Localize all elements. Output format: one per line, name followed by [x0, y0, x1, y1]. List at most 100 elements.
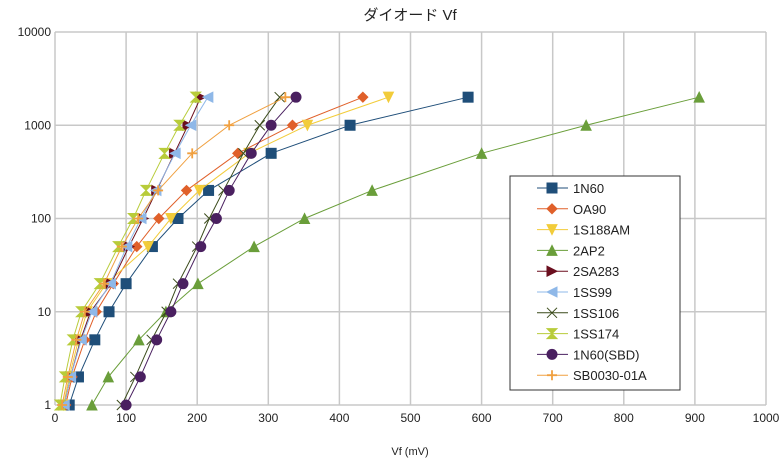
x-tick-label: 500	[400, 411, 420, 425]
legend-marker	[546, 265, 559, 278]
data-point	[475, 147, 488, 159]
data-point	[131, 240, 143, 253]
legend-marker	[547, 370, 557, 381]
x-tick-label: 300	[258, 411, 278, 425]
y-tick-label: 10000	[18, 25, 52, 39]
data-point	[210, 213, 222, 224]
legend-item: OA90	[537, 202, 606, 217]
data-point	[580, 119, 592, 131]
series-1n60	[63, 91, 474, 411]
x-axis-label: Vf (mV)	[391, 446, 428, 458]
data-point	[153, 212, 165, 225]
legend: 1N60 OA90 1S188AM 2AP2 2SA283 1SS99 1SS106 1SS1…	[509, 175, 681, 391]
data-point	[357, 91, 369, 103]
y-tick-label: 100	[31, 212, 51, 226]
x-tick-label: 400	[329, 411, 349, 425]
series-2sa283	[58, 91, 207, 411]
legend-marker	[546, 224, 558, 236]
data-point	[693, 91, 705, 103]
legend-marker	[546, 244, 558, 256]
legend-item: 1N60(SBD)	[537, 347, 639, 362]
data-point	[86, 398, 98, 411]
legend-marker	[545, 286, 558, 298]
data-point	[151, 334, 163, 346]
data-point	[301, 119, 314, 132]
data-point	[133, 333, 145, 346]
data-point	[165, 306, 177, 318]
data-point	[99, 278, 110, 289]
data-point	[382, 91, 395, 104]
data-point	[366, 184, 378, 196]
x-tick-label: 600	[472, 411, 492, 425]
data-point	[120, 399, 132, 411]
data-point	[184, 119, 197, 132]
x-tick-label: 700	[543, 411, 563, 425]
data-point	[192, 277, 204, 290]
x-tick-label: 900	[685, 411, 705, 425]
legend-item: 1SS99	[537, 285, 612, 300]
series-group	[53, 91, 705, 412]
series-1s188am	[57, 91, 395, 412]
data-point	[85, 305, 98, 318]
data-point	[79, 306, 90, 317]
y-tick-label: 1000	[24, 118, 51, 132]
legend-label: 2AP2	[573, 243, 605, 258]
data-point	[57, 400, 68, 410]
data-point	[102, 370, 115, 383]
data-point	[286, 119, 299, 131]
legend-item: 2AP2	[537, 243, 605, 258]
data-point	[104, 277, 116, 290]
data-point	[193, 184, 206, 197]
data-point	[254, 119, 266, 131]
series-line	[65, 96, 364, 406]
legend-item: 2SA283	[537, 264, 619, 279]
legend-label: 1SS106	[573, 306, 619, 321]
data-point	[344, 119, 356, 131]
data-point	[173, 119, 186, 131]
legend-label: 1N60	[573, 181, 604, 196]
data-point	[120, 278, 132, 290]
data-point	[169, 147, 181, 160]
legend-marker	[546, 307, 558, 319]
data-point	[71, 334, 82, 345]
legend-item: 1SS106	[537, 306, 619, 321]
data-point	[462, 91, 474, 103]
legend-label: OA90	[573, 202, 606, 217]
data-point	[265, 147, 277, 159]
data-point	[153, 185, 164, 196]
data-point	[201, 91, 214, 103]
chart-title: ダイオード Vf	[363, 7, 457, 24]
data-point	[203, 184, 215, 196]
x-tick-label: 100	[116, 411, 136, 425]
legend-label: 2SA283	[573, 264, 619, 279]
legend-label: 1SS99	[573, 285, 612, 300]
data-point	[177, 278, 189, 290]
data-point	[265, 119, 277, 131]
data-point	[58, 371, 72, 383]
legend-marker	[546, 203, 558, 215]
data-point	[245, 147, 257, 159]
data-point	[158, 147, 171, 159]
data-point	[142, 241, 154, 253]
y-tick-label: 1	[44, 398, 51, 412]
data-point	[62, 371, 73, 382]
legend-marker	[546, 182, 558, 194]
legend-label: SB0030-01A	[573, 368, 647, 383]
x-tick-label: 800	[614, 411, 634, 425]
data-point	[280, 92, 291, 103]
data-point	[195, 241, 207, 253]
data-point	[133, 213, 144, 224]
x-tick-label: 1000	[753, 411, 780, 425]
x-tick-label: 0	[52, 411, 59, 425]
legend-item: 1SS174	[537, 327, 619, 342]
legend-item: SB0030-01A	[537, 368, 647, 383]
data-point	[116, 241, 127, 252]
series-2ap2	[86, 91, 705, 411]
legend-marker	[545, 328, 559, 340]
legend-label: 1SS174	[573, 327, 619, 342]
data-point	[248, 240, 260, 253]
legend-item: 1S188AM	[537, 223, 630, 238]
y-tick-label: 10	[38, 305, 52, 319]
